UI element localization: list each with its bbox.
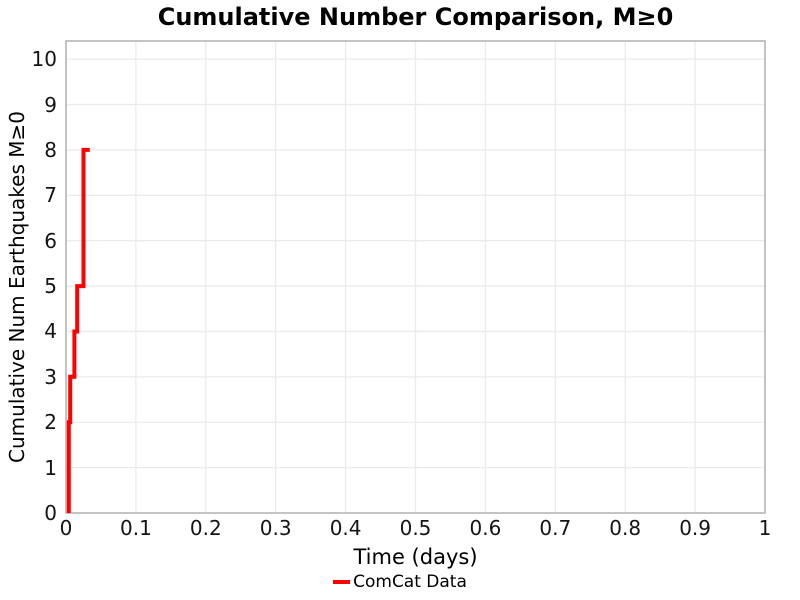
y-tick-label: 4 <box>44 319 57 344</box>
y-tick-label: 8 <box>44 137 57 162</box>
x-tick-label: 0 <box>59 516 73 540</box>
x-tick-label: 0.3 <box>259 516 292 540</box>
y-tick-label: 0 <box>44 501 57 525</box>
y-tick-label: 3 <box>44 364 57 389</box>
x-tick-label: 0.7 <box>539 516 572 540</box>
y-tick-label: 9 <box>44 92 57 117</box>
y-tick-label: 6 <box>44 228 57 253</box>
y-tick-label: 2 <box>44 410 57 435</box>
x-tick-label: 0.6 <box>469 516 502 540</box>
plot-border <box>65 40 766 514</box>
x-tick-label: 0.2 <box>189 516 222 540</box>
x-tick-label: 1 <box>758 516 772 540</box>
x-tick-label: 0.9 <box>679 516 711 540</box>
chart-title: Cumulative Number Comparison, M≥0 <box>157 3 674 31</box>
x-tick-label: 0.5 <box>399 516 432 540</box>
y-tick-label: 7 <box>44 183 57 208</box>
legend-line-swatch <box>333 580 351 584</box>
y-tick-label: 1 <box>44 455 57 480</box>
y-tick-label: 5 <box>44 274 57 299</box>
x-axis-label: Time (days) <box>353 545 478 569</box>
series-line <box>66 147 90 513</box>
legend-label: ComCat Data <box>353 572 467 592</box>
y-tick-label: 10 <box>31 47 57 72</box>
x-tick-label: 0.4 <box>329 516 362 540</box>
x-tick-label: 0.8 <box>609 516 642 540</box>
legend: ComCat Data <box>0 572 800 592</box>
x-tick-label: 0.1 <box>119 516 152 540</box>
